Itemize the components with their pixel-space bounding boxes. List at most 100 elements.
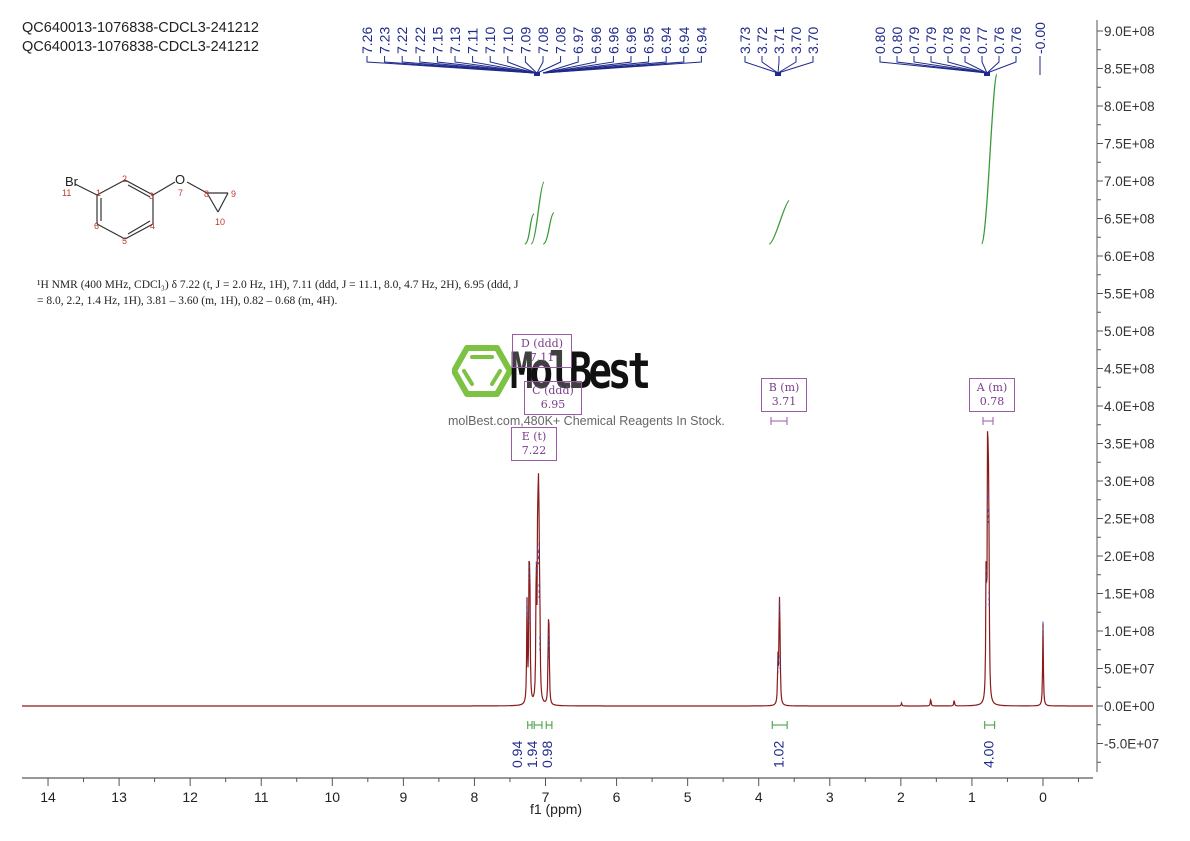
- nmr-description-line1: ¹H NMR (400 MHz, CDCl₃) δ 7.22 (t, J = 2…: [37, 279, 519, 291]
- x-tick-label: 8: [471, 789, 479, 805]
- peak-shift-label: 0.76: [1008, 27, 1024, 54]
- nmr-description-line2: = 8.0, 2.2, 1.4 Hz, 1H), 3.81 – 3.60 (m,…: [37, 295, 338, 307]
- integral-value: 1.02: [771, 741, 787, 768]
- peak-shift-label: 6.94: [658, 27, 674, 54]
- peak-shift-label: 6.94: [693, 27, 709, 54]
- x-tick-label: 1: [968, 789, 976, 805]
- svg-text:7: 7: [178, 188, 183, 198]
- y-tick-label: 1.0E+08: [1104, 624, 1155, 639]
- y-tick-label: 4.5E+08: [1104, 362, 1155, 377]
- peak-shift-label: 7.22: [412, 27, 428, 54]
- peak-shift-label: 7.10: [482, 27, 498, 54]
- peak-shift-label: 6.96: [588, 27, 604, 54]
- y-tick-label: 3.0E+08: [1104, 474, 1155, 489]
- bromine-atom: Br: [65, 174, 79, 189]
- svg-text:8: 8: [204, 189, 209, 199]
- peak-shift-label: 6.96: [605, 27, 621, 54]
- x-tick-label: 13: [111, 789, 127, 805]
- svg-text:3: 3: [149, 191, 154, 201]
- x-axis: 14 13 12 11 10 9 8 7 6 5 4 3 2 1 0f1 (ppm): [22, 777, 1093, 817]
- y-tick-label: 4.0E+08: [1104, 399, 1155, 414]
- spectrum-trace: [22, 431, 1093, 707]
- peak-shift-label: 6.96: [623, 27, 639, 54]
- y-tick-label: 6.5E+08: [1104, 212, 1155, 227]
- y-tick-label: 0.0E+00: [1104, 699, 1155, 714]
- y-tick-label: -5.0E+07: [1104, 737, 1159, 752]
- x-tick-label: 10: [325, 789, 341, 805]
- y-tick-label: 7.5E+08: [1104, 137, 1155, 152]
- x-tick-label: 2: [897, 789, 905, 805]
- peak-shift-label: 7.09: [517, 27, 533, 54]
- y-axis: 9.0E+08 8.5E+08 8.0E+08 7.5E+08 7.0E+08 6.5E+…: [1096, 20, 1159, 772]
- y-tick-label: 1.5E+08: [1104, 587, 1155, 602]
- molecule-structure: Br O 1 2 3 4 5 6 7 8 9 10 11: [62, 172, 236, 246]
- svg-text:4: 4: [150, 221, 155, 231]
- peak-shift-label: 3.72: [754, 27, 770, 54]
- integral-value: 0.98: [539, 741, 555, 768]
- watermark-tagline: molBest.com,480K+ Chemical Reagents In S…: [448, 414, 725, 428]
- watermark-brand: MolBest: [510, 342, 651, 400]
- peak-shift-label: 0.78: [940, 27, 956, 54]
- peak-shift-label: -0.00: [1032, 22, 1048, 54]
- x-tick-label: 5: [684, 789, 692, 805]
- svg-text:9: 9: [231, 189, 236, 199]
- peak-shift-label: 0.79: [906, 27, 922, 54]
- x-tick-label: 3: [826, 789, 834, 805]
- peak-shift-label: 7.08: [535, 27, 551, 54]
- x-tick-label: 6: [613, 789, 621, 805]
- integral-curve: [530, 181, 545, 245]
- integral-curves: [524, 73, 998, 245]
- peak-shift-label: 3.70: [788, 27, 804, 54]
- oxygen-atom: O: [175, 172, 185, 187]
- svg-text:2: 2: [122, 174, 127, 184]
- x-tick-label: 4: [755, 789, 763, 805]
- y-tick-label: 3.5E+08: [1104, 437, 1155, 452]
- sample-title-line2: QC640013-1076838-CDCL3-241212: [22, 39, 259, 55]
- y-tick-label: 8.0E+08: [1104, 99, 1155, 114]
- integral-value: 1.94: [524, 741, 540, 768]
- multiplet-box-d: D (ddd) 7.11: [512, 334, 572, 368]
- peak-shift-label: 0.78: [957, 27, 973, 54]
- x-axis-title: f1 (ppm): [530, 801, 582, 817]
- peak-shift-label: 0.76: [991, 27, 1007, 54]
- y-tick-label: 2.5E+08: [1104, 512, 1155, 527]
- y-tick-label: 7.0E+08: [1104, 174, 1155, 189]
- y-tick-label: 8.5E+08: [1104, 62, 1155, 77]
- integral-curve: [981, 73, 998, 245]
- multiplet-box-e: E (t) 7.22: [511, 427, 557, 461]
- peak-shift-label: 7.22: [394, 27, 410, 54]
- svg-text:11: 11: [62, 188, 71, 198]
- sample-title-line1: QC640013-1076838-CDCL3-241212: [22, 20, 259, 36]
- peak-shift-label: 0.79: [923, 27, 939, 54]
- y-tick-label: 2.0E+08: [1104, 549, 1155, 564]
- peak-shift-label: 6.95: [641, 27, 657, 54]
- integral-labels: 0.94 1.94 0.98 1.02 4.00: [509, 721, 997, 768]
- peak-shift-label: 3.73: [737, 27, 753, 54]
- peak-shift-label: 6.97: [570, 27, 586, 54]
- peak-shift-label: 7.13: [447, 27, 463, 54]
- spectrum-line: [22, 431, 1093, 707]
- y-tick-label: 5.5E+08: [1104, 287, 1155, 302]
- peak-shift-label: 7.08: [553, 27, 569, 54]
- integral-curve: [768, 200, 790, 245]
- y-tick-label: 6.0E+08: [1104, 249, 1155, 264]
- peak-shift-label: 7.15: [429, 27, 445, 54]
- x-tick-label: 14: [40, 789, 56, 805]
- integral-curve: [524, 213, 535, 245]
- peak-shift-label: 7.26: [359, 27, 375, 54]
- peak-shift-label: 3.71: [771, 27, 787, 54]
- peak-shift-label: 6.94: [676, 27, 692, 54]
- svg-text:10: 10: [215, 217, 225, 227]
- integral-curve: [543, 212, 555, 245]
- peak-label-trees: 7.26 7.23 7.22 7.22 7.15 7.13 7.11 7.10 7.10 7.09…: [359, 22, 1048, 76]
- peak-shift-label: 7.23: [377, 27, 393, 54]
- svg-text:1: 1: [96, 188, 101, 198]
- peak-shift-label: 0.80: [889, 27, 905, 54]
- nmr-description: ¹H NMR (400 MHz, CDCl₃) δ 7.22 (t, J = 2…: [37, 277, 617, 309]
- y-tick-label: 5.0E+07: [1104, 662, 1155, 677]
- multiplet-range-b: [770, 417, 788, 425]
- svg-text:6: 6: [94, 221, 99, 231]
- molbest-logo-icon: [452, 345, 512, 397]
